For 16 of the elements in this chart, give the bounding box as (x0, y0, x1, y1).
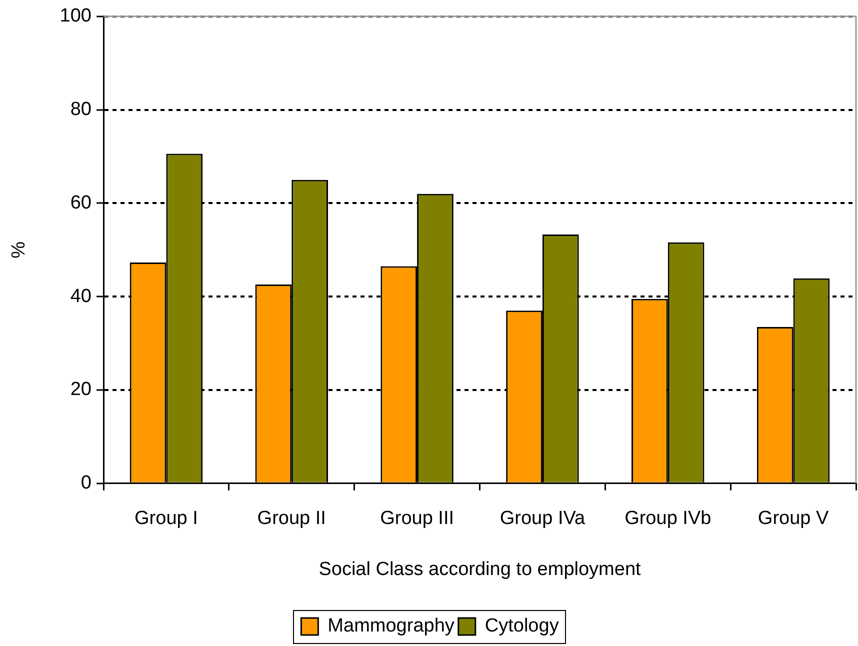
y-tick-label: 60 (70, 192, 92, 214)
x-tick-label: Group III (380, 508, 454, 530)
y-tick-label: 40 (70, 286, 92, 307)
legend-label: Cytology (484, 616, 560, 637)
y-tick-label: 100 (60, 6, 92, 27)
y-tick-label: 80 (70, 99, 92, 120)
y-axis-title: % (8, 241, 30, 258)
legend-label: Mammography (328, 616, 455, 637)
y-tick-label: 20 (70, 379, 92, 400)
x-tick-label: Group IVa (500, 508, 586, 530)
x-tick-label: Group II (257, 508, 326, 530)
x-axis-title: Social Class according to employment (318, 558, 642, 580)
x-tick-label: Group V (758, 508, 829, 530)
y-tick-label: 0 (80, 472, 92, 494)
x-tick-label: Group I (134, 508, 198, 530)
x-tick-label: Group IVb (624, 508, 712, 530)
